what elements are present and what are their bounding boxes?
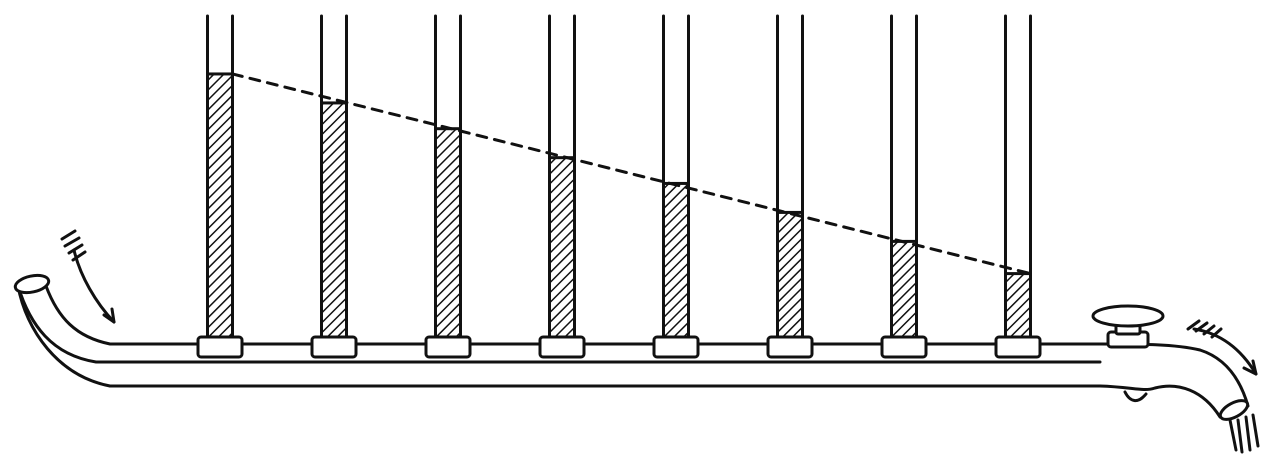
liquid-column-5 (662, 181, 690, 340)
tube-base-6 (766, 335, 814, 359)
standpipe-1 (196, 14, 244, 359)
liquid-column-2 (320, 101, 348, 340)
hydraulic-gradient-line (231, 72, 1032, 276)
outflow-arrow-icon (1186, 319, 1258, 376)
standpipe-7 (880, 14, 928, 359)
tube-base-7 (880, 335, 928, 359)
tube-base-3 (424, 335, 472, 359)
tube-base-2 (310, 335, 358, 359)
tube-base-1 (196, 335, 244, 359)
standpipe-4 (538, 14, 586, 359)
inflow-arrow-icon (60, 229, 116, 324)
standpipe-8 (994, 14, 1042, 359)
tube-base-5 (652, 335, 700, 359)
standpipes (196, 14, 1042, 359)
liquid-column-6 (776, 210, 804, 340)
liquid-column-1 (206, 72, 234, 340)
liquid-column-4 (548, 156, 576, 340)
tap-icon (1091, 304, 1165, 349)
outlet-pipe (1098, 342, 1250, 421)
outflow-water (1228, 413, 1260, 454)
standpipe-5 (652, 14, 700, 359)
liquid-column-7 (890, 239, 918, 340)
standpipe-3 (424, 14, 472, 359)
liquid-column-3 (434, 127, 462, 340)
main-pipe (13, 273, 1102, 388)
tube-base-4 (538, 335, 586, 359)
tube-base-8 (994, 335, 1042, 359)
standpipe-6 (766, 14, 814, 359)
pressure-line (231, 72, 1032, 276)
liquid-column-8 (1004, 272, 1032, 340)
standpipe-2 (310, 14, 358, 359)
